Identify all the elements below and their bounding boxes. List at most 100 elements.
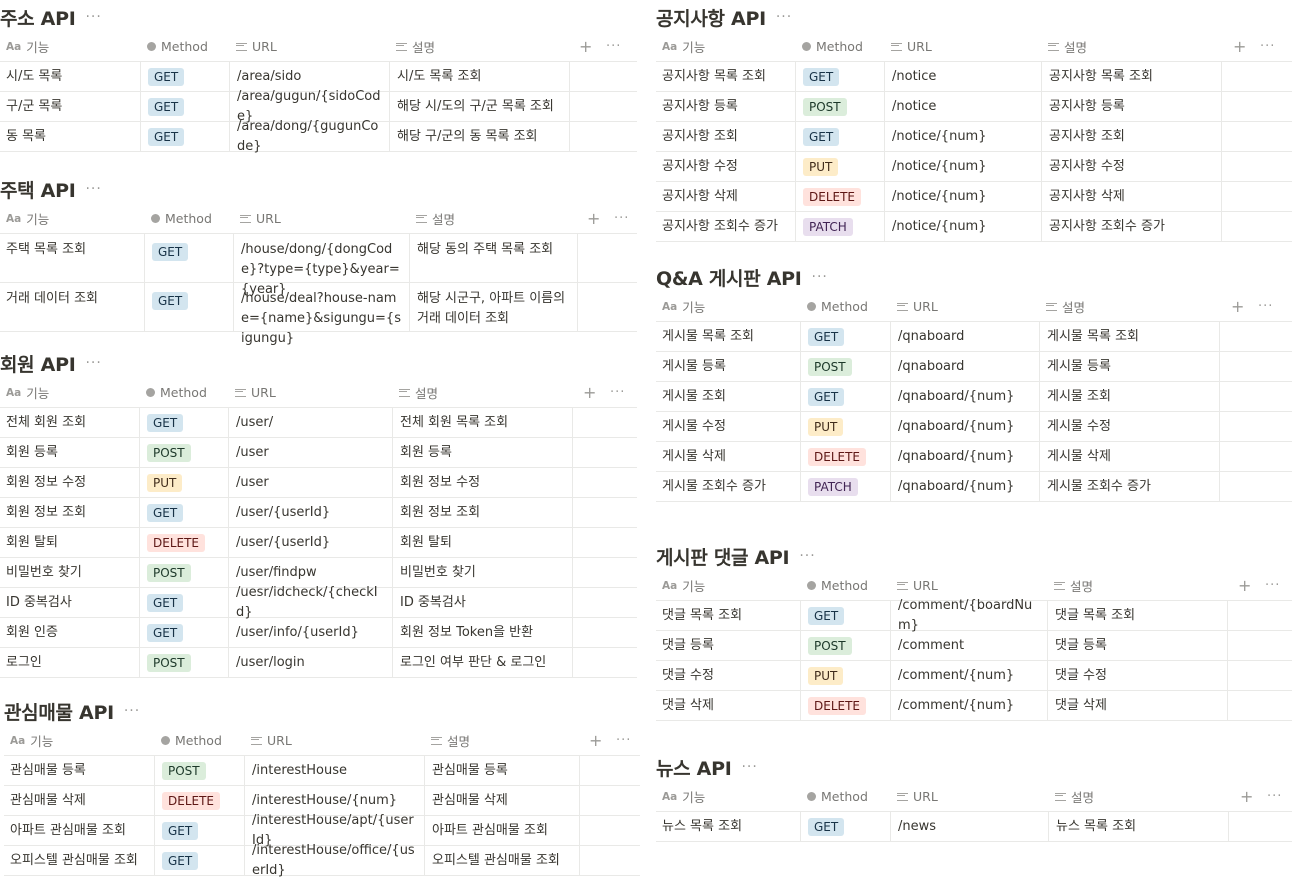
table-options-icon[interactable]: ··· bbox=[1258, 299, 1274, 314]
more-options-icon[interactable]: ··· bbox=[85, 9, 102, 25]
column-header-method[interactable]: Method bbox=[146, 378, 207, 407]
cell-method[interactable]: DELETE bbox=[140, 528, 229, 557]
cell-feature[interactable]: 로그인 bbox=[0, 648, 140, 677]
cell-description[interactable]: 게시물 목록 조회 bbox=[1040, 322, 1220, 351]
cell-feature[interactable]: 아파트 관심매물 조회 bbox=[4, 816, 155, 845]
cell-method[interactable]: PATCH bbox=[796, 212, 885, 241]
cell-feature[interactable]: 회원 정보 수정 bbox=[0, 468, 140, 497]
column-header-method[interactable]: Method bbox=[807, 292, 868, 321]
cell-feature[interactable]: 거래 데이터 조회 bbox=[0, 283, 145, 331]
table-row[interactable]: 게시물 삭제 DELETE/qnaboard/{num} 게시물 삭제 bbox=[656, 442, 1292, 472]
more-options-icon[interactable]: ··· bbox=[741, 759, 758, 775]
more-options-icon[interactable]: ··· bbox=[85, 181, 102, 197]
cell-description[interactable]: 게시물 조회 bbox=[1040, 382, 1220, 411]
column-header-description[interactable]: 설명 bbox=[1048, 32, 1087, 61]
cell-feature[interactable]: 회원 탈퇴 bbox=[0, 528, 140, 557]
database-title[interactable]: 뉴스 API bbox=[656, 757, 732, 780]
more-options-icon[interactable]: ··· bbox=[811, 269, 828, 285]
column-header-description[interactable]: 설명 bbox=[1046, 292, 1085, 321]
table-row[interactable]: 거래 데이터 조회 GET/house/deal?house-name={name… bbox=[0, 283, 637, 346]
cell-feature[interactable]: 동 목록 bbox=[0, 122, 141, 151]
cell-method[interactable]: GET bbox=[155, 816, 245, 845]
cell-method[interactable]: GET bbox=[801, 601, 891, 630]
table-row[interactable]: 회원 정보 조회 GET/user/{userId} 회원 정보 조회 bbox=[0, 498, 637, 528]
table-row[interactable]: 게시물 등록 POST/qnaboard 게시물 등록 bbox=[656, 352, 1292, 382]
database-title[interactable]: 회원 API bbox=[0, 353, 76, 376]
cell-method[interactable]: GET bbox=[801, 812, 891, 841]
cell-description[interactable]: 공지사항 등록 bbox=[1042, 92, 1222, 121]
column-header-feature[interactable]: Aa 기능 bbox=[662, 782, 705, 811]
cell-description[interactable]: 로그인 여부 판단 & 로그인 bbox=[393, 648, 573, 677]
table-row[interactable]: 공지사항 삭제 DELETE/notice/{num} 공지사항 삭제 bbox=[656, 182, 1292, 212]
add-property-button[interactable]: + bbox=[579, 37, 593, 56]
cell-method[interactable]: POST bbox=[140, 648, 229, 677]
more-options-icon[interactable]: ··· bbox=[775, 9, 793, 25]
cell-url[interactable]: /qnaboard bbox=[891, 322, 1040, 351]
table-row[interactable]: 오피스텔 관심매물 조회 GET/interestHouse/office/{us… bbox=[4, 843, 640, 878]
cell-method[interactable]: PUT bbox=[801, 412, 891, 441]
table-row[interactable]: 공지사항 목록 조회 GET/notice 공지사항 목록 조회 bbox=[656, 62, 1292, 92]
database-title[interactable]: 관심매물 API bbox=[4, 701, 114, 724]
more-options-icon[interactable]: ··· bbox=[85, 355, 102, 371]
table-row[interactable]: 댓글 수정 PUT/comment/{num} 댓글 수정 bbox=[656, 661, 1292, 691]
column-header-feature[interactable]: Aa 기능 bbox=[10, 726, 53, 755]
add-property-button[interactable]: + bbox=[1240, 787, 1254, 806]
cell-method[interactable]: GET bbox=[801, 382, 891, 411]
cell-description[interactable]: 댓글 목록 조회 bbox=[1048, 601, 1228, 630]
cell-method[interactable]: GET bbox=[140, 408, 229, 437]
cell-method[interactable]: POST bbox=[796, 92, 885, 121]
table-row[interactable]: 공지사항 수정 PUT/notice/{num} 공지사항 수정 bbox=[656, 152, 1292, 182]
table-row[interactable]: 구/군 목록 GET/area/gugun/{sidoCode} 해당 시/도의 구… bbox=[0, 89, 637, 124]
table-row[interactable]: 회원 등록 POST/user 회원 등록 bbox=[0, 438, 637, 468]
table-row[interactable]: 공지사항 등록 POST/notice 공지사항 등록 bbox=[656, 92, 1292, 122]
cell-description[interactable]: 시/도 목록 조회 bbox=[390, 62, 570, 91]
database-title[interactable]: 주택 API bbox=[0, 179, 76, 202]
cell-method[interactable]: GET bbox=[796, 62, 885, 91]
cell-feature[interactable]: 댓글 목록 조회 bbox=[656, 601, 801, 630]
cell-description[interactable]: ID 중복검사 bbox=[393, 588, 573, 617]
column-header-feature[interactable]: Aa 기능 bbox=[662, 292, 705, 321]
cell-method[interactable]: DELETE bbox=[796, 182, 885, 211]
cell-method[interactable]: GET bbox=[141, 122, 230, 151]
cell-method[interactable]: POST bbox=[155, 756, 245, 785]
cell-description[interactable]: 공지사항 목록 조회 bbox=[1042, 62, 1222, 91]
column-header-method[interactable]: Method bbox=[151, 204, 212, 233]
cell-url[interactable]: /user bbox=[229, 438, 393, 467]
cell-feature[interactable]: 게시물 수정 bbox=[656, 412, 801, 441]
cell-url[interactable]: /interestHouse/office/{userId} bbox=[245, 843, 425, 878]
table-row[interactable]: 게시물 수정 PUT/qnaboard/{num} 게시물 수정 bbox=[656, 412, 1292, 442]
cell-url[interactable]: /news bbox=[891, 812, 1049, 841]
table-row[interactable]: 공지사항 조회 GET/notice/{num} 공지사항 조회 bbox=[656, 122, 1292, 152]
cell-feature[interactable]: 회원 인증 bbox=[0, 618, 140, 647]
add-property-button[interactable]: + bbox=[583, 383, 597, 402]
table-row[interactable]: 뉴스 목록 조회 GET/news 뉴스 목록 조회 bbox=[656, 812, 1292, 842]
cell-feature[interactable]: 회원 정보 조회 bbox=[0, 498, 140, 527]
cell-feature[interactable]: 게시물 목록 조회 bbox=[656, 322, 801, 351]
cell-description[interactable]: 회원 탈퇴 bbox=[393, 528, 573, 557]
cell-feature[interactable]: 게시물 삭제 bbox=[656, 442, 801, 471]
cell-feature[interactable]: 관심매물 삭제 bbox=[4, 786, 155, 815]
cell-feature[interactable]: 댓글 수정 bbox=[656, 661, 801, 690]
cell-feature[interactable]: 시/도 목록 bbox=[0, 62, 141, 91]
cell-method[interactable]: GET bbox=[155, 846, 245, 875]
cell-url[interactable]: /uesr/idcheck/{checkId} bbox=[229, 585, 393, 620]
cell-url[interactable]: /user bbox=[229, 468, 393, 497]
cell-description[interactable]: 비밀번호 찾기 bbox=[393, 558, 573, 587]
cell-method[interactable]: DELETE bbox=[801, 691, 891, 720]
cell-url[interactable]: /user/ bbox=[229, 408, 393, 437]
cell-feature[interactable]: 댓글 등록 bbox=[656, 631, 801, 660]
database-title[interactable]: 게시판 댓글 API bbox=[656, 546, 790, 569]
cell-url[interactable]: /qnaboard bbox=[891, 352, 1040, 381]
column-header-url[interactable]: URL bbox=[891, 32, 932, 61]
table-options-icon[interactable]: ··· bbox=[606, 39, 622, 54]
cell-url[interactable]: /interestHouse/apt/{userId} bbox=[245, 813, 425, 848]
cell-url[interactable]: /qnaboard/{num} bbox=[891, 472, 1040, 501]
cell-feature[interactable]: 게시물 조회 bbox=[656, 382, 801, 411]
cell-description[interactable]: 아파트 관심매물 조회 bbox=[425, 816, 580, 845]
cell-url[interactable]: /comment/{boardNum} bbox=[891, 598, 1048, 633]
cell-feature[interactable]: 공지사항 등록 bbox=[656, 92, 796, 121]
table-options-icon[interactable]: ··· bbox=[610, 385, 626, 400]
cell-feature[interactable]: 회원 등록 bbox=[0, 438, 140, 467]
column-header-url[interactable]: URL bbox=[897, 571, 938, 600]
column-header-method[interactable]: Method bbox=[807, 782, 868, 811]
